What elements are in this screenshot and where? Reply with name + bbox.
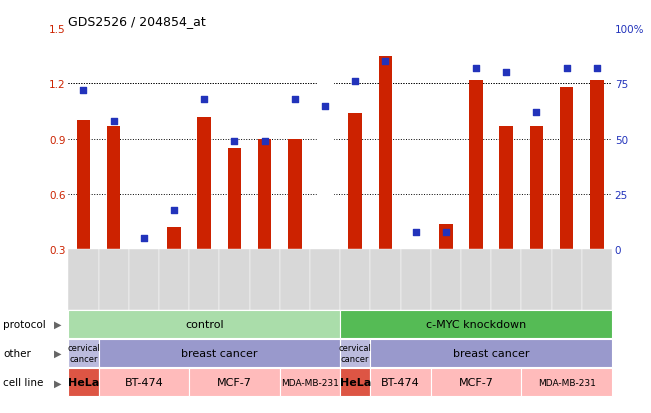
Text: ▶: ▶ (54, 319, 62, 329)
Bar (107, 126, 120, 250)
Point (229, 138, 240, 145)
Bar (439, 224, 452, 250)
Point (199, 96, 210, 103)
Text: c-MYC knockdown: c-MYC knockdown (426, 319, 526, 329)
Bar (167, 228, 181, 250)
Bar (317, 29, 333, 250)
Text: HeLa: HeLa (340, 377, 371, 387)
Text: MDA-MB-231: MDA-MB-231 (538, 378, 596, 387)
Text: MCF-7: MCF-7 (458, 377, 493, 387)
Point (169, 207, 179, 214)
Text: MCF-7: MCF-7 (217, 377, 252, 387)
Text: ▶: ▶ (54, 377, 62, 387)
Text: MDA-MB-231: MDA-MB-231 (281, 378, 339, 387)
Text: ▶: ▶ (54, 348, 62, 358)
Point (531, 109, 542, 116)
Point (441, 229, 451, 235)
Bar (228, 149, 242, 250)
Point (350, 78, 361, 85)
Bar (469, 81, 483, 250)
Bar (258, 139, 271, 250)
Point (260, 138, 270, 145)
Bar (288, 139, 301, 250)
Bar (379, 57, 393, 250)
Text: cell line: cell line (3, 377, 44, 387)
Bar (197, 117, 211, 250)
Text: breast cancer: breast cancer (181, 348, 258, 358)
Text: BT-474: BT-474 (381, 377, 420, 387)
Point (501, 70, 512, 76)
Point (78, 88, 89, 94)
Point (290, 96, 300, 103)
Point (592, 65, 602, 72)
Point (109, 119, 119, 125)
Bar (137, 250, 150, 254)
Text: cervical
cancer: cervical cancer (339, 344, 372, 363)
Point (139, 235, 149, 242)
Bar (499, 126, 513, 250)
Bar (318, 121, 332, 250)
Text: BT-474: BT-474 (124, 377, 163, 387)
Point (561, 65, 572, 72)
Point (380, 59, 391, 65)
Text: cervical
cancer: cervical cancer (67, 344, 100, 363)
Bar (530, 126, 543, 250)
Text: breast cancer: breast cancer (453, 348, 529, 358)
Bar (590, 81, 603, 250)
Bar (348, 114, 362, 250)
Point (471, 65, 481, 72)
Point (320, 103, 330, 109)
Bar (560, 88, 574, 250)
Text: other: other (3, 348, 31, 358)
Text: HeLa: HeLa (68, 377, 99, 387)
Point (410, 229, 421, 235)
Text: GDS2526 / 204854_at: GDS2526 / 204854_at (68, 15, 206, 28)
Bar (77, 121, 90, 250)
Text: control: control (185, 319, 223, 329)
Text: protocol: protocol (3, 319, 46, 329)
